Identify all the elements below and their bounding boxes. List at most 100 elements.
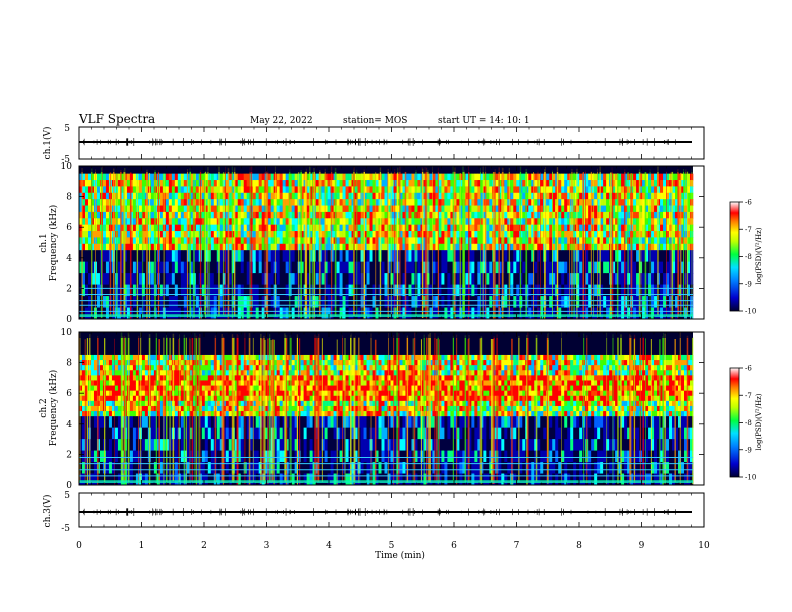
spectrogram-cell	[417, 180, 421, 187]
spectrogram-cell	[561, 250, 565, 263]
spectrogram-cell	[639, 296, 643, 309]
spectrogram-cell	[213, 211, 218, 219]
spectrogram-cell	[186, 390, 191, 397]
spectrogram-cell	[216, 370, 221, 376]
spectrogram-cell	[165, 250, 170, 263]
spectrogram-cell	[117, 439, 122, 452]
spectrogram-cell	[108, 439, 113, 452]
spectrogram-cell	[612, 205, 616, 213]
spectrogram-cell	[528, 250, 532, 263]
spectrogram-cell	[480, 307, 484, 320]
spectrogram-cell	[510, 250, 514, 263]
spectrogram-cell	[261, 224, 265, 232]
spectrogram-cell	[84, 354, 89, 361]
spectrogram-cell	[399, 261, 403, 274]
spectrogram-cell	[177, 173, 182, 181]
spectrogram-cell	[369, 237, 373, 245]
spectrogram-cell	[372, 243, 376, 251]
spectrogram-cell	[651, 192, 655, 200]
spectrogram-cell	[210, 427, 215, 440]
spectrogram-cell	[429, 205, 433, 213]
spectrogram-cell	[96, 405, 101, 412]
spectrogram-cell	[258, 243, 263, 251]
spectrogram-cell	[306, 224, 310, 232]
spectrogram-cell	[666, 307, 670, 320]
spectrogram-cell	[435, 180, 439, 187]
spectrogram-cell	[585, 192, 589, 200]
spectrogram-cell	[288, 237, 292, 245]
spectrogram-cell	[180, 273, 185, 286]
spectrogram-cell	[117, 237, 122, 245]
spectrogram-cell	[159, 224, 164, 232]
spectrogram-cell	[672, 284, 676, 297]
spectrogram-cell	[438, 307, 442, 320]
spectrogram-cell	[645, 237, 649, 245]
spectrogram-cell	[636, 237, 640, 245]
spectrogram-cell	[186, 354, 191, 361]
spectrogram-cell	[624, 205, 628, 213]
spectrogram-cell	[441, 211, 445, 219]
spectrogram-cell	[288, 250, 292, 263]
spectrogram-cell	[237, 284, 242, 297]
spectrogram-cell	[84, 237, 89, 245]
spectrogram-cell	[510, 284, 514, 297]
spectrogram-cell	[342, 243, 346, 251]
spectrogram-cell	[165, 218, 170, 226]
spectrogram-cell	[79, 411, 83, 417]
spectrogram-cell	[621, 199, 625, 207]
spectrogram-cell	[159, 218, 164, 226]
spectrogram-cell	[297, 273, 301, 286]
spectrogram-cell	[330, 261, 334, 274]
spectrogram-cell	[117, 211, 122, 219]
spectrogram-cell	[678, 231, 682, 238]
spectrogram-cell	[504, 307, 508, 320]
spectrogram-cell	[192, 439, 197, 452]
spectrogram-cell	[687, 237, 691, 245]
spectrogram-cell	[324, 211, 328, 219]
spectrogram-cell	[165, 390, 170, 397]
spectrogram-cell	[309, 218, 313, 226]
spectrogram-cell	[384, 192, 388, 200]
spectrogram-cell	[132, 261, 137, 274]
spectrogram-cell	[480, 180, 484, 187]
spectrogram-cell	[231, 180, 236, 187]
spectrogram-cell	[429, 237, 433, 245]
spectrogram-cell	[228, 261, 233, 274]
spectrogram-cell	[219, 186, 224, 194]
spectrogram-cell	[237, 462, 242, 475]
spectrogram-cell	[348, 273, 352, 286]
spectrogram-cell	[690, 224, 694, 232]
spectrogram-cell	[297, 250, 301, 263]
spectrogram-cell	[79, 173, 83, 181]
spectrogram-cell	[210, 439, 215, 452]
spectrogram-cell	[546, 180, 550, 187]
spectrogram-cell	[522, 211, 526, 219]
spectrogram-cell	[567, 186, 571, 194]
spectrogram-cell	[234, 405, 239, 412]
spectrogram-cell	[408, 250, 412, 263]
ch1-ytick-bottom: -5	[61, 155, 70, 165]
spectrogram-cell	[207, 405, 212, 412]
spectrogram-cell	[558, 261, 562, 274]
spectrogram-cell	[510, 296, 514, 309]
spectrogram-cell	[336, 218, 340, 226]
spectrogram-cell	[219, 224, 224, 232]
spectrogram-cell	[600, 250, 604, 263]
spectrogram-cell	[105, 231, 110, 238]
spectrogram-cell	[300, 199, 304, 207]
spectrogram-cell	[96, 395, 101, 402]
spectrogram-cell	[150, 173, 155, 181]
spectrogram-cell	[576, 273, 580, 286]
spectrogram-cell	[603, 307, 607, 320]
spectrogram-cell	[594, 218, 598, 226]
spectrogram-cell	[270, 231, 274, 238]
spectrogram-cell	[456, 211, 460, 219]
spectrogram-cell	[594, 250, 598, 263]
spectrogram-cell	[288, 273, 292, 286]
spectrogram-cell	[201, 462, 206, 475]
spectrogram-cell	[267, 180, 271, 187]
spectrogram-cell	[267, 243, 271, 251]
spectrogram-cell	[111, 354, 116, 361]
spectrogram-cell	[672, 231, 676, 238]
spectrogram-cell	[327, 186, 331, 194]
